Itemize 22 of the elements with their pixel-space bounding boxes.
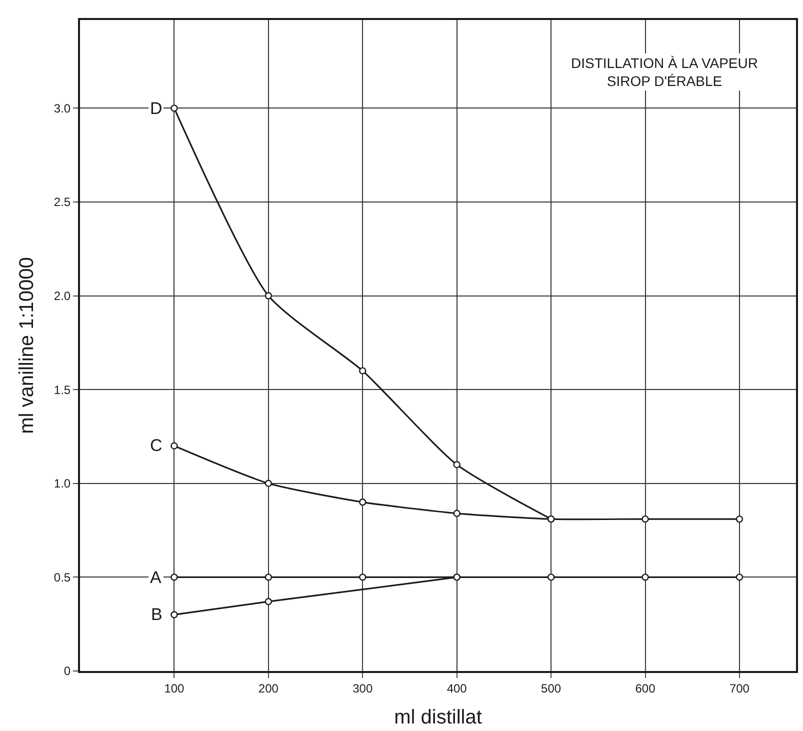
x-tick-label: 300 bbox=[352, 681, 373, 696]
y-tick-label: 3.0 bbox=[54, 101, 71, 116]
y-axis-title: ml vanilline 1:10000 bbox=[16, 257, 38, 434]
y-tick-label: 2.5 bbox=[54, 195, 71, 210]
x-axis-title: ml distillat bbox=[394, 706, 482, 728]
x-tick-label: 700 bbox=[729, 681, 750, 696]
x-tick-label: 500 bbox=[541, 681, 562, 696]
y-tick-label: 2.0 bbox=[54, 288, 71, 303]
y-tick-label: 1.0 bbox=[54, 476, 71, 491]
text: DISTILLATION À LA VAPEUR bbox=[571, 55, 758, 71]
y-tick-label: 1.5 bbox=[54, 382, 71, 397]
series-label: B bbox=[151, 605, 162, 624]
x-tick-label: 100 bbox=[164, 681, 185, 696]
x-tick-label: 400 bbox=[446, 681, 468, 696]
y-tick-label: 0 bbox=[64, 664, 71, 678]
text: SIROP D'ÉRABLE bbox=[606, 73, 722, 90]
x-tick-label: 200 bbox=[258, 681, 279, 696]
series-label: D bbox=[150, 99, 162, 118]
series-label: C bbox=[150, 436, 162, 455]
y-tick-label: 0.5 bbox=[54, 570, 71, 584]
series-label: A bbox=[150, 568, 162, 587]
x-tick-label: 600 bbox=[635, 681, 656, 696]
